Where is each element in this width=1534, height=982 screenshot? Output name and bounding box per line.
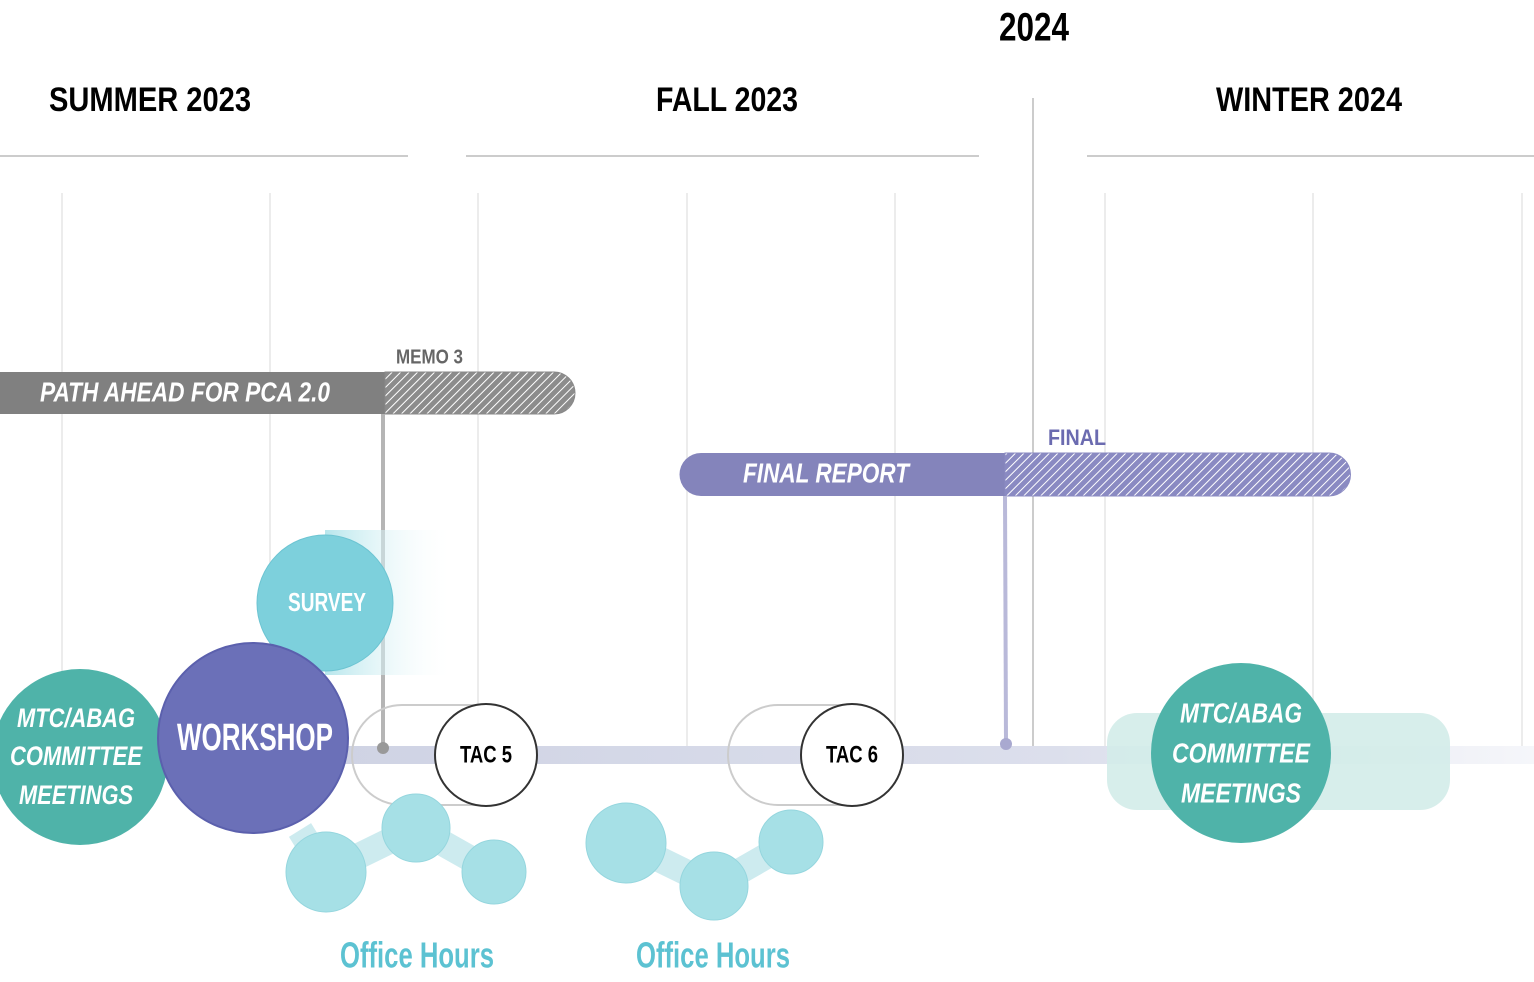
connector-dot bbox=[1000, 738, 1012, 750]
track-hatch bbox=[384, 371, 576, 415]
committee-label: COMMITTEE bbox=[1172, 737, 1311, 768]
office-hours-label: Office Hours bbox=[636, 935, 790, 976]
track-bar bbox=[679, 453, 1006, 496]
survey-circle bbox=[256, 534, 394, 672]
season-label: SUMMER 2023 bbox=[49, 81, 251, 119]
committee-text: MTC/ABAG COMMITTEE MEETINGS bbox=[1172, 697, 1311, 808]
committee-label: MEETINGS bbox=[19, 780, 133, 810]
committee-label: COMMITTEE bbox=[10, 741, 143, 771]
season-label: WINTER 2024 bbox=[1216, 81, 1402, 119]
office-hours-label: Office Hours bbox=[340, 935, 494, 976]
tac-circle bbox=[800, 703, 904, 807]
committee-circle bbox=[0, 669, 168, 845]
track-hatch bbox=[1004, 452, 1351, 497]
season-label: FALL 2023 bbox=[656, 81, 798, 119]
committee-label: MEETINGS bbox=[1181, 777, 1301, 808]
track-bar bbox=[0, 372, 386, 414]
track-label: FINAL REPORT bbox=[743, 457, 911, 488]
track-label: PATH AHEAD FOR PCA 2.0 bbox=[40, 376, 330, 407]
workshop-circle bbox=[157, 642, 349, 834]
tac-circle bbox=[434, 703, 538, 807]
connector-dot bbox=[377, 742, 389, 754]
connector bbox=[1003, 495, 1008, 745]
tac-label: TAC 6 bbox=[826, 741, 878, 768]
year-label: 2024 bbox=[999, 6, 1070, 50]
committee-text: MTC/ABAG COMMITTEE MEETINGS bbox=[10, 703, 143, 810]
season-rules bbox=[0, 98, 1534, 750]
tac-label: TAC 5 bbox=[460, 741, 512, 768]
office-hour-dots bbox=[285, 793, 824, 921]
committee-label: MTC/ABAG bbox=[17, 703, 135, 733]
committee-circle bbox=[1151, 663, 1331, 843]
survey-label: SURVEY bbox=[288, 587, 366, 617]
workshop-label: WORKSHOP bbox=[177, 717, 333, 759]
milestone-label: MEMO 3 bbox=[396, 346, 463, 368]
milestone-label: FINAL bbox=[1048, 425, 1106, 450]
committee-label: MTC/ABAG bbox=[1180, 697, 1302, 728]
